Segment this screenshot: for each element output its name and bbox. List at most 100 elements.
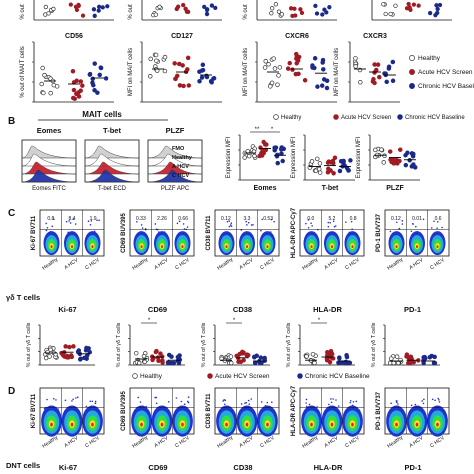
event-dot [46, 398, 48, 401]
event-dot [421, 400, 423, 402]
event-dot [156, 228, 159, 231]
density-peak [415, 422, 419, 427]
event-dot [266, 231, 268, 234]
x-axis-label: PLZF [386, 185, 404, 192]
density-peak [266, 422, 269, 427]
flow-ylabel: CD38 BV711 [206, 215, 212, 251]
event-dot [261, 218, 264, 221]
flow-group-label: Healthy [216, 256, 234, 271]
legend-label: Acute HCV Screen [215, 373, 270, 380]
data-point [337, 355, 342, 361]
data-point [348, 158, 353, 163]
data-point [132, 373, 138, 379]
flow-ylabel: CD38 BV711 [206, 393, 212, 429]
event-dot [305, 222, 307, 225]
event-dot [228, 225, 231, 228]
event-dot [74, 223, 77, 225]
data-point [275, 160, 280, 166]
event-dot [75, 397, 77, 399]
data-point [205, 7, 210, 12]
data-point [177, 83, 183, 88]
density-peak [436, 245, 439, 249]
data-point [296, 54, 302, 60]
data-point [83, 348, 89, 353]
data-point [333, 114, 339, 120]
data-point [70, 69, 76, 74]
data-point [105, 4, 110, 9]
event-dot [53, 397, 55, 400]
data-point [390, 78, 396, 84]
data-point [157, 4, 162, 9]
histogram-xlabel: Eomes FITC [32, 186, 66, 192]
data-point [343, 359, 349, 365]
event-dot [66, 409, 69, 411]
cell-type-label: DNT cells [6, 461, 40, 470]
data-point [391, 360, 396, 366]
data-point [324, 10, 329, 15]
data-point [437, 2, 443, 8]
data-point [43, 4, 48, 10]
panel-title: PD-1 [404, 463, 421, 472]
flow-group-label: Healthy [386, 434, 404, 449]
gate-percent: 5.2 [329, 216, 336, 222]
data-point [160, 358, 165, 363]
event-dot [260, 401, 263, 403]
density-peak [395, 245, 398, 249]
event-dot [389, 230, 392, 233]
data-point [320, 12, 325, 17]
data-point [409, 55, 415, 61]
event-dot [166, 407, 168, 410]
data-point [358, 80, 363, 85]
event-dot [45, 229, 48, 232]
data-point [319, 83, 325, 88]
event-dot [89, 400, 92, 403]
y-axis-label: Expression MFI [356, 136, 362, 178]
panel-title: PD-1 [404, 305, 421, 314]
event-dot [139, 401, 142, 403]
event-dot [180, 400, 183, 403]
histogram-legend-label: A HCV [172, 164, 189, 170]
event-dot [401, 223, 404, 225]
histogram-xlabel: T-bet ECD [98, 186, 127, 192]
density-peak [161, 245, 163, 249]
data-point [173, 76, 178, 81]
event-dot [350, 220, 353, 223]
event-dot [397, 403, 399, 405]
y-axis-label: % out [243, 4, 249, 20]
event-dot [187, 396, 190, 399]
data-point [68, 353, 74, 358]
panel-c: C 0.8 8.4 1.9 Ki-67 BV711 Healthy A HCV C HCV 0.… [6, 207, 450, 380]
data-point [181, 83, 186, 89]
data-point [302, 77, 308, 83]
event-dot [437, 397, 439, 400]
data-point [200, 67, 206, 73]
data-point [397, 114, 403, 120]
data-point [98, 65, 104, 71]
data-point [87, 72, 93, 77]
flow-group-label: A HCV [63, 435, 80, 449]
flow-group-label: C HCV [259, 257, 276, 271]
data-point [236, 359, 241, 364]
event-dot [223, 399, 225, 401]
data-point [78, 88, 83, 93]
data-point [312, 65, 317, 71]
data-point [185, 55, 191, 61]
event-dot [266, 401, 269, 404]
data-point [406, 1, 411, 7]
data-point [290, 67, 295, 72]
data-point [136, 360, 142, 366]
event-dot [390, 402, 392, 405]
panel-title: HLA-DR [314, 463, 343, 472]
event-dot [68, 220, 70, 222]
panel-title: CD127 [171, 33, 193, 40]
event-dot [332, 220, 335, 222]
histogram-curve [21, 161, 77, 175]
data-point [80, 83, 85, 88]
data-point [254, 353, 259, 358]
event-dot [186, 226, 189, 228]
data-point [211, 76, 217, 81]
data-point [313, 168, 319, 174]
data-point [299, 10, 305, 15]
flow-group-label: C HCV [84, 257, 101, 271]
event-dot [43, 407, 46, 410]
